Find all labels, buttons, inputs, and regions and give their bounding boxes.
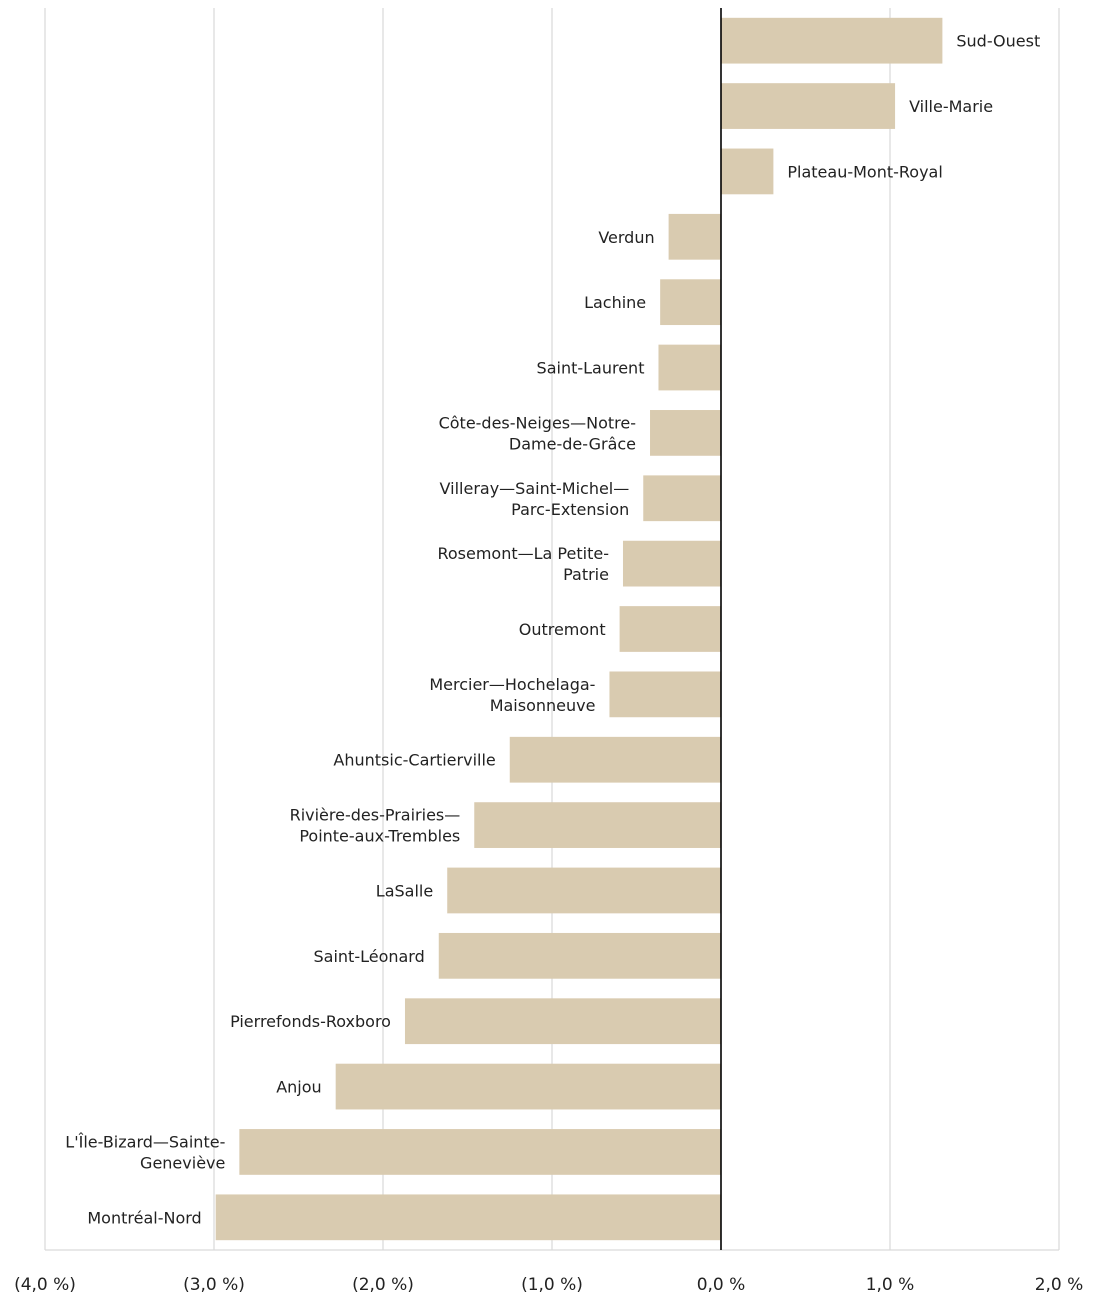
bar xyxy=(509,736,721,783)
x-tick-label: 2,0 % xyxy=(1035,1275,1084,1295)
category-label: Mercier—Hochelaga- xyxy=(429,675,595,694)
bar xyxy=(215,1194,721,1241)
bar xyxy=(643,475,721,522)
category-label: Saint-Laurent xyxy=(537,359,645,378)
bar xyxy=(447,867,721,914)
bar xyxy=(404,998,721,1045)
category-label: Geneviève xyxy=(140,1153,225,1172)
bar xyxy=(609,671,721,718)
category-label: Rosemont—La Petite- xyxy=(437,544,609,563)
category-label: Sud-Ouest xyxy=(956,32,1040,51)
bar xyxy=(239,1129,721,1175)
category-label: Parc-Extension xyxy=(511,500,629,519)
category-label: Plateau-Mont-Royal xyxy=(787,162,942,181)
category-label: Côte-des-Neiges—Notre- xyxy=(439,413,636,432)
bar xyxy=(622,540,721,587)
category-label: Rivière-des-Prairies— xyxy=(290,806,461,825)
bar xyxy=(650,410,721,456)
bar xyxy=(619,606,721,652)
category-label: Dame-de-Grâce xyxy=(509,434,636,453)
category-label: Maisonneuve xyxy=(490,696,596,715)
category-label: Anjou xyxy=(276,1078,321,1097)
category-label: Patrie xyxy=(563,565,609,584)
category-label: LaSalle xyxy=(376,881,433,900)
bar xyxy=(438,932,721,979)
x-tick-label: 1,0 % xyxy=(866,1275,915,1295)
x-tick-label: (2,0 %) xyxy=(352,1275,414,1295)
x-axis: (4,0 %) (3,0 %) (2,0 %) (1,0 %) 0,0 % 1,0 % 2,… xyxy=(14,8,1083,1295)
x-tick-label: (1,0 %) xyxy=(521,1275,583,1295)
bar xyxy=(474,802,721,848)
bar xyxy=(721,148,774,195)
category-label: Saint-Léonard xyxy=(314,947,425,966)
category-label: Ahuntsic-Cartierville xyxy=(333,751,495,770)
bar xyxy=(721,17,943,64)
category-label: Outremont xyxy=(519,620,606,639)
bar xyxy=(335,1063,721,1110)
x-tick-label: (4,0 %) xyxy=(14,1275,76,1295)
category-label: Verdun xyxy=(598,228,654,247)
category-label: Pierrefonds-Roxboro xyxy=(230,1012,391,1031)
bars xyxy=(215,17,943,1241)
x-tick-label: (3,0 %) xyxy=(183,1275,245,1295)
category-labels: Sud-Ouest Ville-Marie Plateau-Mont-Royal Ve… xyxy=(65,32,1040,1228)
category-label: L'Île-Bizard—Sainte- xyxy=(65,1132,225,1151)
category-label: Pointe-aux-Trembles xyxy=(299,827,460,846)
bar xyxy=(668,213,721,260)
grid-lines xyxy=(44,8,1060,1250)
category-label: Ville-Marie xyxy=(909,97,993,116)
category-label: Villeray—Saint-Michel— xyxy=(440,479,630,498)
category-label: Montréal-Nord xyxy=(87,1208,201,1227)
x-tick-label: 0,0 % xyxy=(697,1275,746,1295)
bar xyxy=(658,344,721,391)
category-label: Lachine xyxy=(584,293,646,312)
bar xyxy=(721,83,896,129)
bar xyxy=(660,279,721,326)
